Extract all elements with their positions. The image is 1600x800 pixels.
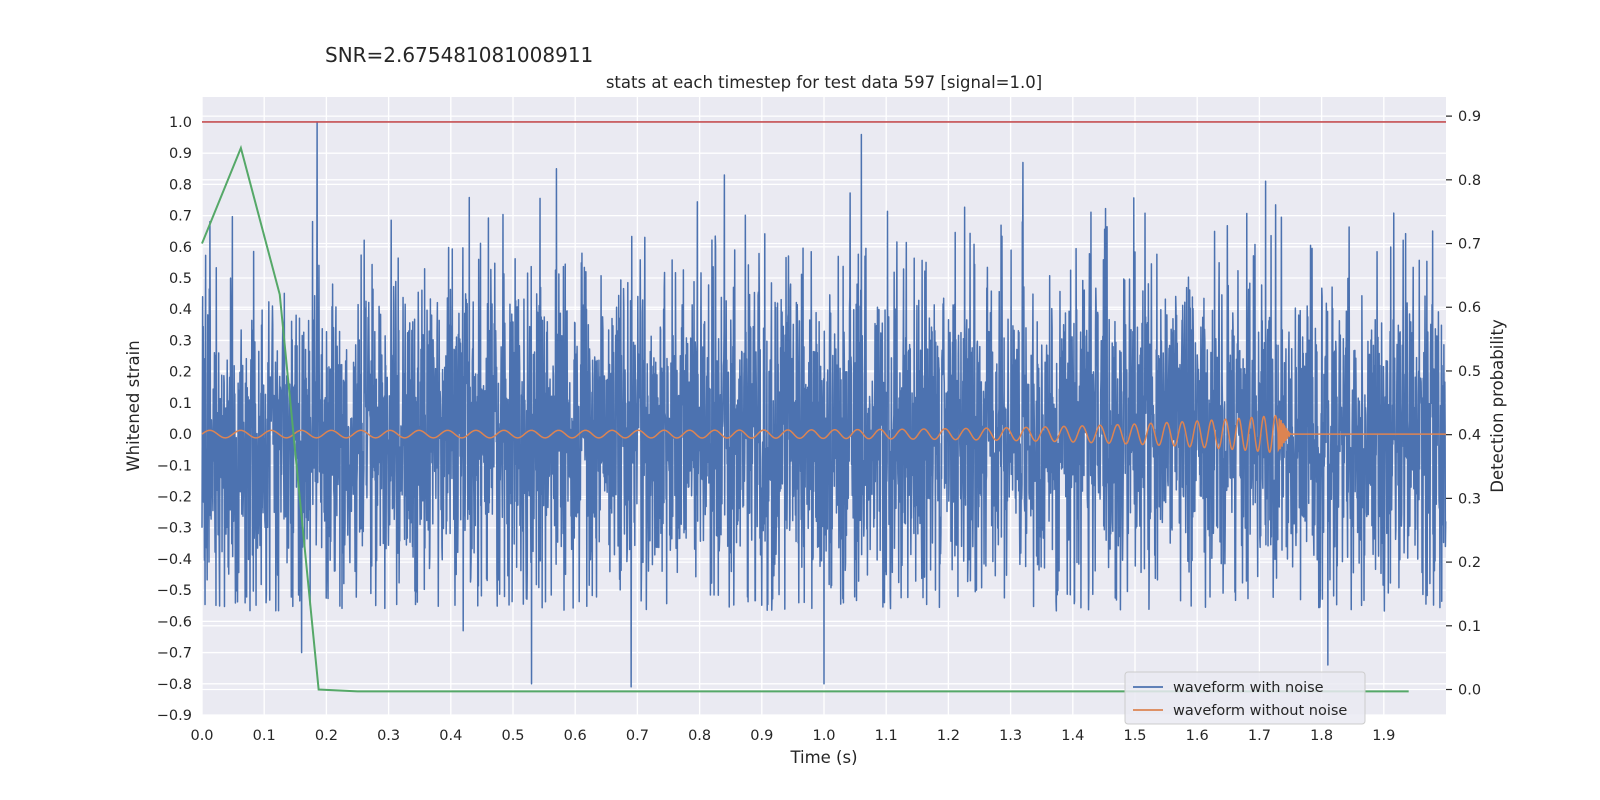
- x-tick-label: 0.6: [564, 728, 587, 744]
- y2-tick-label: 0.5: [1458, 364, 1481, 380]
- series-detection-probability: [201, 144, 1409, 693]
- y-tick-label: 0.0: [169, 427, 192, 443]
- x-tick-label: 1.4: [1061, 728, 1084, 744]
- suptitle: SNR=2.675481081008911: [325, 43, 593, 67]
- legend: waveform with noise waveform without nois…: [1124, 671, 1366, 725]
- x-tick-label: 0.2: [315, 728, 338, 744]
- x-tick-label: 0.4: [439, 728, 462, 744]
- x-tick-labels: 0.0 0.1 0.2 0.3 0.4 0.5 0.6 0.7 0.8 0.9 1.0 1.1 1.2 1…: [190, 728, 1395, 744]
- x-tick-label: 0.7: [626, 728, 649, 744]
- y2-tick-label: 0.6: [1458, 300, 1481, 316]
- y-tick-label: 1.0: [169, 115, 192, 131]
- y-tick-label: −0.2: [157, 490, 192, 506]
- y-tick-label: 0.9: [169, 146, 192, 162]
- x-tick-label: 1.0: [812, 728, 835, 744]
- x-tick-label: 0.0: [190, 728, 213, 744]
- y2-tick-labels: 0.9 0.8 0.7 0.6 0.5 0.4 0.3 0.2 0.1 0.0: [1446, 109, 1481, 699]
- y-tick-label: 0.6: [169, 240, 192, 256]
- x-tick-label: 1.7: [1248, 728, 1271, 744]
- y-tick-label: −0.9: [157, 708, 192, 724]
- x-tick-label: 1.9: [1372, 728, 1395, 744]
- y-tick-label: −0.5: [157, 583, 192, 599]
- y-tick-label: 0.7: [169, 209, 192, 225]
- x-tick-label: 0.8: [688, 728, 711, 744]
- y-tick-label: −0.7: [157, 646, 192, 662]
- y2-tick-label: 0.8: [1458, 173, 1481, 189]
- y2-tick-label: 0.1: [1458, 619, 1481, 635]
- y-tick-label: 0.5: [169, 271, 192, 287]
- legend-box: [1124, 671, 1366, 725]
- x-tick-label: 0.9: [750, 728, 773, 744]
- y2-axis-label: Detection probability: [1488, 319, 1507, 493]
- x-tick-label: 0.3: [377, 728, 400, 744]
- y-tick-label: −0.6: [157, 614, 192, 630]
- x-tick-label: 1.6: [1186, 728, 1209, 744]
- y-tick-label: −0.1: [157, 458, 192, 474]
- y-tick-label: 0.2: [169, 365, 192, 381]
- y-tick-label: −0.3: [157, 521, 192, 537]
- y-tick-label: 0.1: [169, 396, 192, 412]
- x-tick-label: 1.5: [1123, 728, 1146, 744]
- y2-tick-label: 0.2: [1458, 555, 1481, 571]
- series-layer: [201, 121, 1447, 693]
- x-tick-label: 1.3: [999, 728, 1022, 744]
- y2-tick-label: 0.4: [1458, 428, 1481, 444]
- x-tick-label: 1.1: [875, 728, 898, 744]
- legend-label: waveform without noise: [1173, 703, 1347, 719]
- chart-title: stats at each timestep for test data 597…: [606, 73, 1042, 92]
- x-tick-label: 1.8: [1310, 728, 1333, 744]
- series-waveform-without-noise: [201, 414, 1446, 454]
- legend-label: waveform with noise: [1173, 680, 1324, 696]
- y2-tick-label: 0.7: [1458, 237, 1481, 253]
- y-tick-label: −0.8: [157, 677, 192, 693]
- y-axis-label: Whitened strain: [124, 340, 143, 471]
- x-tick-label: 0.5: [501, 728, 524, 744]
- y-tick-label: 0.8: [169, 177, 192, 193]
- x-axis-label: Time (s): [789, 748, 857, 767]
- y-tick-labels: 1.0 0.9 0.8 0.7 0.6 0.5 0.4 0.3 0.2 0.1 0.0 −0.1 −0.…: [157, 115, 192, 724]
- x-tick-label: 1.2: [937, 728, 960, 744]
- y-tick-label: 0.4: [169, 302, 192, 318]
- x-tick-label: 0.1: [253, 728, 276, 744]
- y-tick-label: −0.4: [157, 552, 192, 568]
- y2-tick-label: 0.0: [1458, 683, 1481, 699]
- y2-tick-label: 0.3: [1458, 491, 1481, 507]
- y-tick-label: 0.3: [169, 333, 192, 349]
- y2-tick-label: 0.9: [1458, 109, 1481, 125]
